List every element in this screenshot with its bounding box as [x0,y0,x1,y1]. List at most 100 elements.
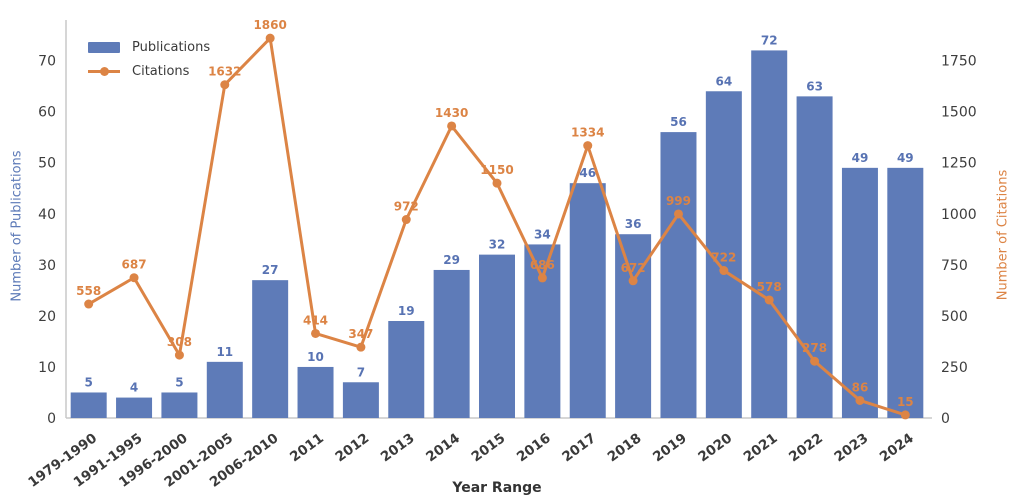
bar-2019 [660,132,697,418]
citations-point-2020 [719,266,729,276]
citation-value-label: 558 [76,284,101,298]
right-axis-tick-label: 1500 [941,105,977,121]
citation-value-label: 999 [666,194,691,208]
bar-value-label: 49 [897,151,914,165]
bar-value-label: 29 [443,253,460,267]
right-axis-tick-label: 750 [941,258,968,274]
left-axis-tick-label: 20 [38,309,56,325]
bar-2022 [796,96,833,419]
citations-point-2011 [311,328,321,338]
x-axis-tick-label: 2021 [741,430,781,465]
right-axis-title: Number of Citations [995,169,1011,301]
citations-point-2023 [855,395,865,405]
bar-value-label: 27 [262,263,279,277]
bar-value-label: 64 [715,74,732,88]
left-axis-tick-label: 70 [38,54,56,70]
citation-value-label: 578 [757,280,782,294]
bar-value-label: 46 [579,166,596,180]
bar-2006-2010 [252,280,289,418]
right-axis-tick-label: 0 [941,411,950,427]
x-axis-tick-label: 2017 [559,430,599,465]
bar-value-label: 49 [852,151,869,165]
citations-point-2022 [810,356,820,366]
citation-value-label: 686 [530,258,555,272]
bar-value-label: 32 [489,238,506,252]
x-axis-tick-label: 2013 [378,430,418,465]
legend-label-publications: Publications [132,40,211,55]
right-axis-tick-label: 1000 [941,207,977,223]
citation-value-label: 347 [348,327,373,341]
bar-2013 [388,321,425,418]
citation-value-label: 972 [394,200,419,214]
citation-value-label: 687 [122,258,147,272]
citations-point-2024 [900,410,910,420]
bar-2023 [841,167,878,418]
bar-value-label: 11 [216,345,233,359]
x-axis-tick-label: 2022 [786,430,826,465]
citations-point-1996-2000 [174,350,184,360]
bar-2024 [887,167,924,418]
citation-value-label: 1860 [253,18,286,32]
x-axis-tick-label: 2014 [423,430,463,465]
left-axis-tick-label: 10 [38,360,56,376]
x-axis-tick-label: 2024 [877,430,917,465]
bar-value-label: 10 [307,350,324,364]
x-axis-tick-label: 2018 [605,430,645,465]
citations-swatch-icon [88,66,120,77]
left-axis-title: Number of Publications [9,150,25,302]
bar-2001-2005 [206,361,243,418]
bar-2015 [479,254,515,418]
bar-value-label: 5 [85,375,93,389]
right-axis-tick-label: 1750 [941,54,977,70]
legend-item-citations: Citations [88,64,210,79]
bar-value-label: 34 [534,227,551,241]
citations-point-2013 [401,215,411,225]
citation-value-label: 414 [303,313,328,327]
citations-point-2014 [447,121,457,131]
x-axis-tick-label: 2019 [650,430,690,465]
bar-value-label: 7 [357,365,365,379]
chart-legend: Publications Citations [88,40,210,79]
x-axis-tick-label: 2015 [469,430,509,465]
citations-point-1979-1990 [84,299,94,309]
citations-point-2015 [492,178,502,188]
citations-point-2021 [764,295,774,305]
bar-1991-1995 [116,397,153,418]
bar-2021 [751,50,788,418]
bar-value-label: 72 [761,33,778,47]
left-axis-tick-label: 50 [38,156,56,172]
left-axis-tick-label: 60 [38,105,56,121]
citations-point-2001-2005 [220,80,230,90]
x-axis-tick-label: 2012 [332,430,372,465]
citation-value-label: 1150 [480,163,513,177]
citations-point-2017 [583,141,593,151]
bar-value-label: 36 [625,217,642,231]
bar-2017 [569,183,606,418]
citation-value-label: 1430 [435,106,468,120]
citations-point-2006-2010 [265,33,275,43]
citations-point-2019 [673,209,683,219]
publications-swatch-icon [88,42,120,53]
citations-point-1991-1995 [129,273,139,283]
legend-item-publications: Publications [88,40,210,55]
right-axis-tick-label: 500 [941,309,968,325]
citation-value-label: 1632 [208,65,241,79]
bar-value-label: 19 [398,304,415,318]
citation-value-label: 672 [621,261,646,275]
citation-value-label: 278 [802,341,827,355]
bar-2011 [297,366,334,418]
citations-point-2012 [356,342,366,352]
right-axis-tick-label: 250 [941,360,968,376]
bar-value-label: 56 [670,115,687,129]
bar-value-label: 63 [806,79,823,93]
bar-value-label: 4 [130,381,138,395]
citation-value-label: 15 [897,395,914,409]
bar-2012 [342,382,379,418]
x-axis-tick-label: 2020 [695,430,735,465]
bar-1979-1990 [70,392,107,418]
citations-point-2016 [537,273,547,283]
x-axis-tick-label: 2023 [831,430,871,465]
citation-value-label: 722 [711,251,736,265]
citation-value-label: 86 [852,380,869,394]
